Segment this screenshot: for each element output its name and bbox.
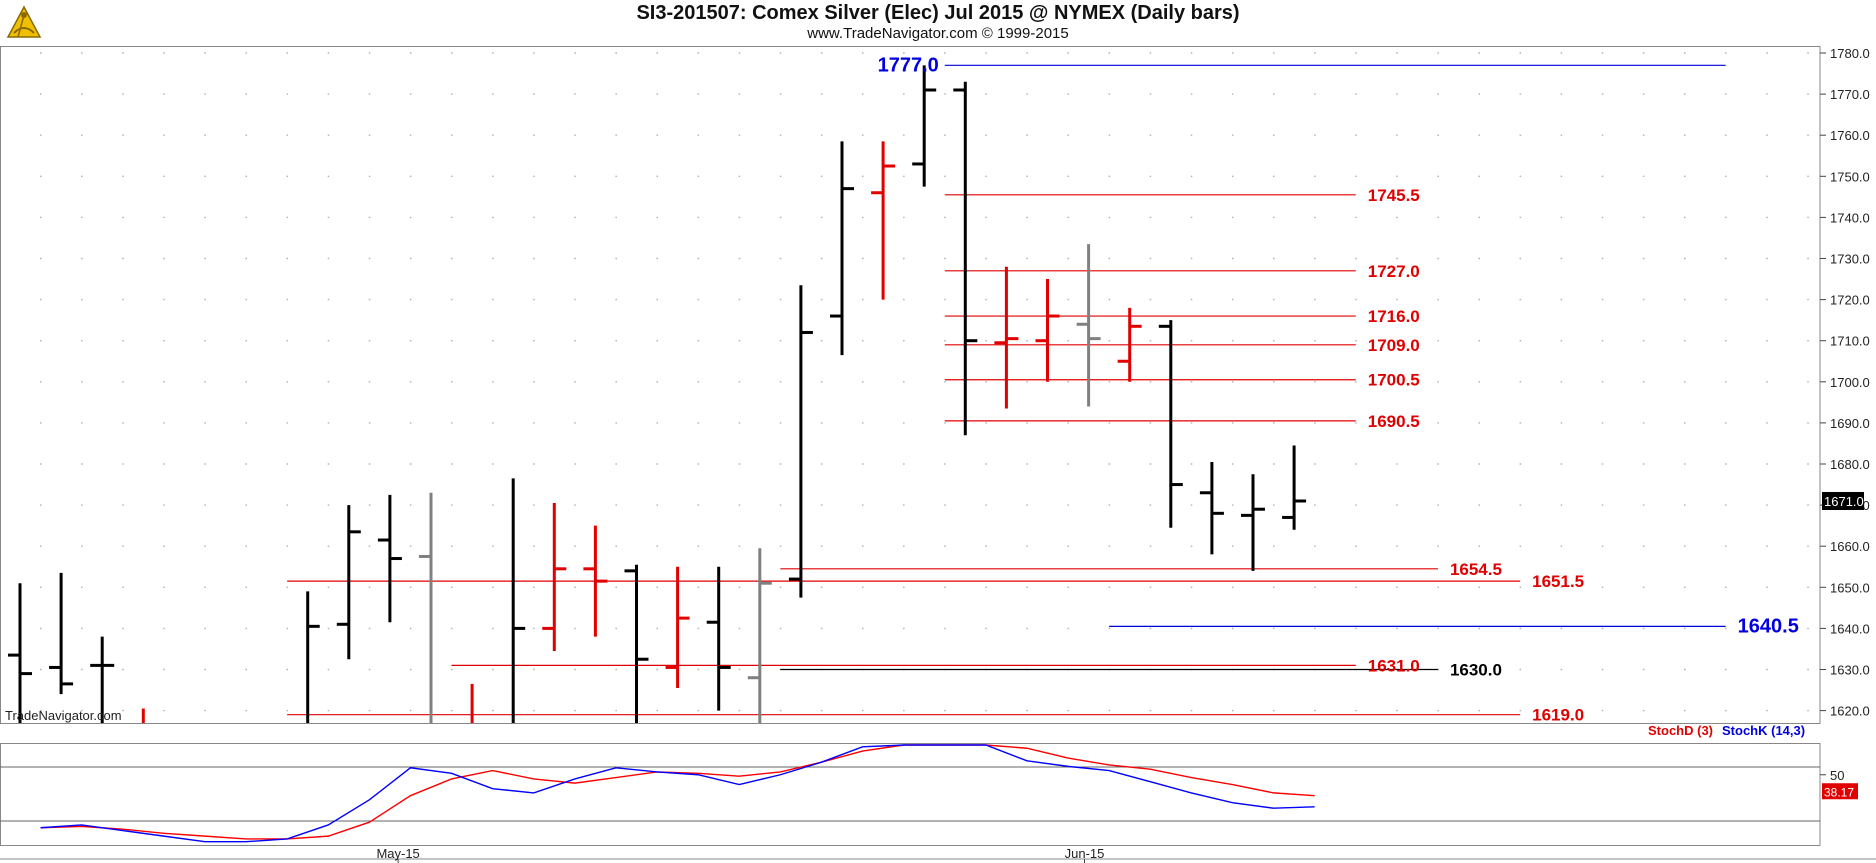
level-label: 1700.5 (1368, 371, 1420, 390)
y-tick-label: 1640.0 (1830, 621, 1870, 636)
y-tick-label: 1700.0 (1830, 375, 1870, 390)
level-label: 1745.5 (1368, 186, 1420, 205)
level-label: 1619.0 (1532, 706, 1584, 725)
stoch-last-box (1822, 783, 1858, 800)
stoch-plot (40, 744, 1315, 843)
stoch-y-tick-label: 50 (1830, 768, 1844, 783)
stoch-d-legend: StochD (3) (1648, 723, 1713, 738)
last-price-label: 1671.0 (1824, 494, 1864, 509)
level-label: 1716.0 (1368, 307, 1420, 326)
price-plot (8, 64, 1726, 723)
x-tick-label: May-15 (376, 846, 419, 861)
level-label: 1727.0 (1368, 262, 1420, 281)
level-label: 1709.0 (1368, 336, 1420, 355)
y-tick-label: 1780.0 (1830, 46, 1870, 61)
y-tick-label: 1760.0 (1830, 128, 1870, 143)
level-label: 1651.5 (1532, 572, 1584, 591)
last-price-box (1822, 491, 1864, 510)
y-tick-label: 1650.0 (1830, 580, 1870, 595)
sextant-logo-icon (6, 5, 42, 38)
y-tick-label: 1750.0 (1830, 169, 1870, 184)
stoch-frame (0, 743, 1821, 846)
y-tick-label: 1730.0 (1830, 252, 1870, 267)
level-label: 1640.5 (1738, 615, 1799, 637)
y-tick-label: 1660.0 (1830, 539, 1870, 554)
x-tick-label: Jun-15 (1065, 846, 1105, 861)
level-label: 1777.0 (878, 54, 939, 76)
stoch-k-line (40, 744, 1315, 843)
stoch-d-line (40, 744, 1315, 840)
level-label: 1654.5 (1450, 560, 1502, 579)
level-label: 1690.5 (1368, 412, 1420, 431)
chart-title: SI3-201507: Comex Silver (Elec) Jul 2015… (636, 2, 1240, 24)
y-tick-label: 1630.0 (1830, 663, 1870, 678)
stoch-k-legend: StochK (14,3) (1722, 723, 1806, 738)
level-label: 1630.0 (1450, 661, 1502, 680)
chart-subtitle: www.TradeNavigator.com © 1999-2015 (807, 25, 1069, 42)
watermark: TradeNavigator.com (5, 708, 122, 723)
y-tick-label: 1680.0 (1830, 457, 1870, 472)
y-tick-label: 1720.0 (1830, 293, 1870, 308)
price-frame (0, 46, 1821, 724)
y-tick-label: 1740.0 (1830, 210, 1870, 225)
y-tick-label: 1620.0 (1830, 704, 1870, 719)
stoch-last-label: 38.17 (1824, 785, 1854, 799)
y-tick-label: 1710.0 (1830, 334, 1870, 349)
y-tick-label: 1770.0 (1830, 87, 1870, 102)
y-tick-label: 1690.0 (1830, 416, 1870, 431)
level-label: 1631.0 (1368, 656, 1420, 675)
